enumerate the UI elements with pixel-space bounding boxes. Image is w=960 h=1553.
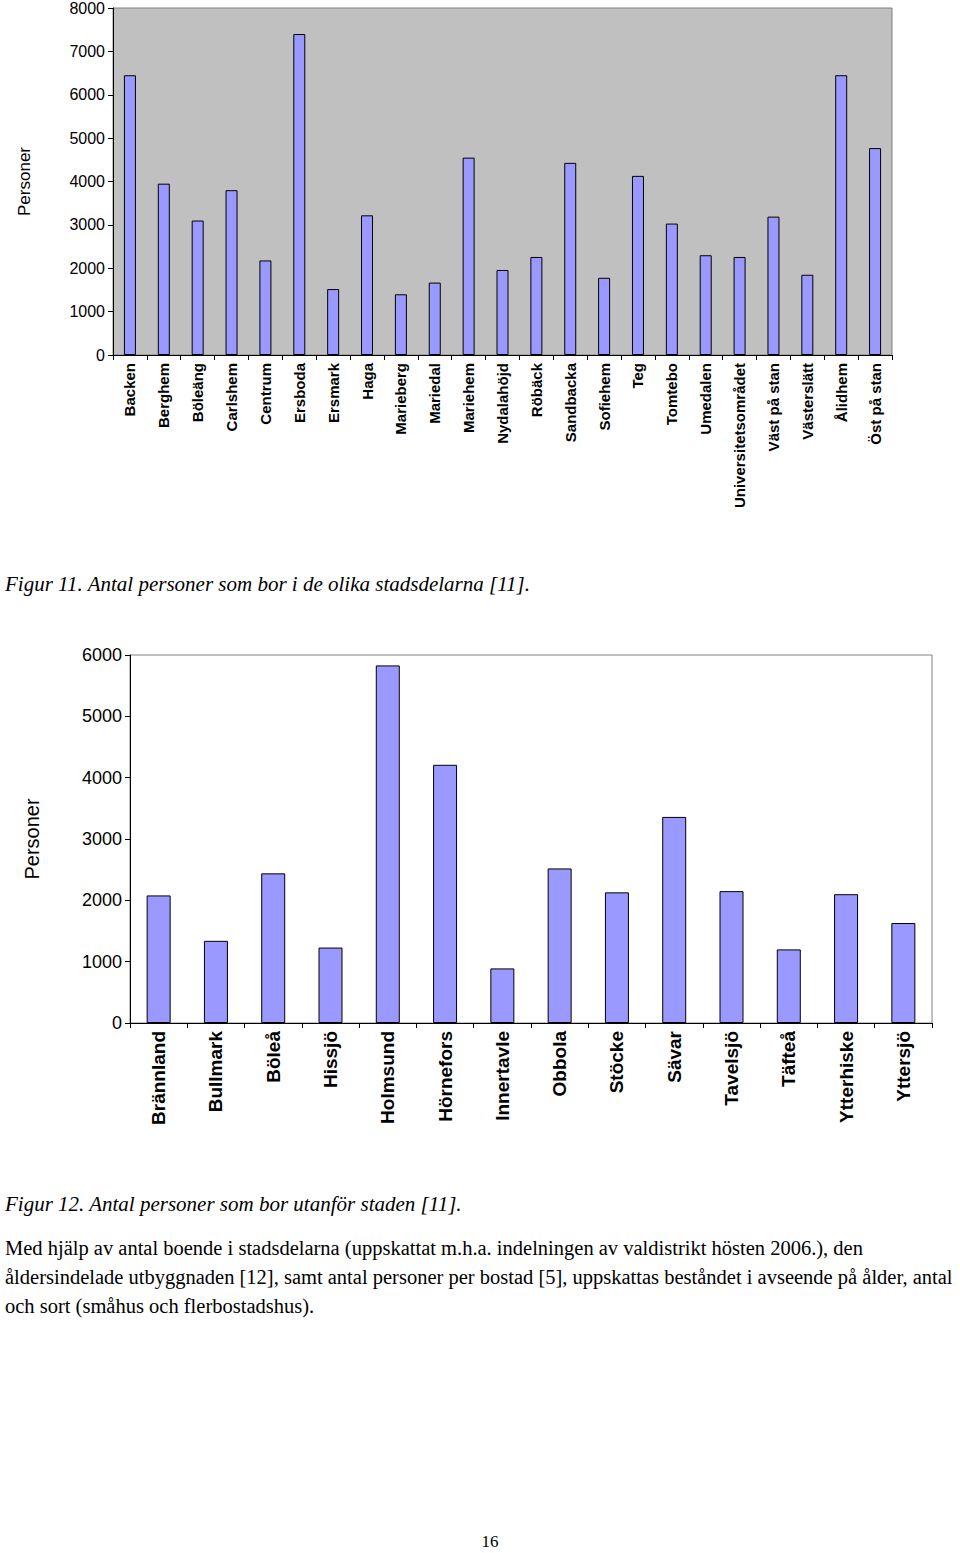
svg-text:Centrum: Centrum [257,363,274,425]
svg-text:4000: 4000 [69,173,105,190]
svg-text:Personer: Personer [15,147,34,216]
svg-text:Holmsund: Holmsund [377,1031,398,1124]
svg-text:3000: 3000 [69,216,105,233]
svg-text:Marieberg: Marieberg [392,363,409,435]
svg-text:Ytterhiske: Ytterhiske [836,1031,857,1123]
svg-text:Västerslätt: Västerslätt [799,363,816,440]
svg-text:Stöcke: Stöcke [606,1031,627,1093]
svg-text:5000: 5000 [82,706,122,726]
svg-text:Personer: Personer [21,798,43,879]
svg-text:Öst på stan: Öst på stan [867,363,884,445]
svg-text:Sandbacka: Sandbacka [562,362,579,442]
svg-text:0: 0 [112,1013,122,1033]
svg-text:Täfteå: Täfteå [778,1031,799,1087]
svg-text:6000: 6000 [69,86,105,103]
svg-text:Böleäng: Böleäng [189,363,206,422]
svg-text:2000: 2000 [82,890,122,910]
svg-text:Teg: Teg [629,363,646,389]
html-text:Figur 11. Antal personer som b: Figur 11. Antal personer som bor i de ol… [5,572,530,596]
svg-text:Backen: Backen [121,363,138,416]
svg-text:4000: 4000 [82,768,122,788]
svg-text:0: 0 [96,347,105,364]
svg-text:8000: 8000 [69,0,105,17]
svg-text:Haga: Haga [359,362,376,399]
html-text:Med hjälp av antal boende i st: Med hjälp av antal boende i stadsdelarna… [5,1237,953,1317]
svg-text:Hörnefors: Hörnefors [435,1031,456,1122]
svg-text:3000: 3000 [82,829,122,849]
svg-text:5000: 5000 [69,130,105,147]
svg-text:Ålidhem: Ålidhem [833,363,850,422]
svg-text:Brännland: Brännland [148,1031,169,1125]
svg-text:6000: 6000 [82,645,122,665]
svg-text:Tavelsjö: Tavelsjö [721,1031,742,1106]
svg-text:Böleå: Böleå [263,1031,284,1083]
svg-text:Tomtebo: Tomtebo [663,363,680,425]
svg-text:Nydalahöjd: Nydalahöjd [494,363,511,444]
svg-text:Carlshem: Carlshem [223,363,240,431]
svg-text:Röbäck: Röbäck [528,362,545,417]
svg-text:2000: 2000 [69,260,105,277]
svg-text:Innertavle: Innertavle [492,1031,513,1121]
svg-text:Sofiehem: Sofiehem [596,363,613,431]
svg-text:Sävar: Sävar [664,1030,685,1082]
svg-text:Mariehem: Mariehem [460,363,477,433]
svg-text:1000: 1000 [69,303,105,320]
svg-text:Obbola: Obbola [549,1031,570,1097]
svg-text:Umedalen: Umedalen [697,363,714,435]
svg-text:1000: 1000 [82,952,122,972]
html-text:Figur 12. Antal personer som b: Figur 12. Antal personer som bor utanför… [5,1192,462,1216]
svg-text:Hissjö: Hissjö [320,1031,341,1088]
svg-text:7000: 7000 [69,43,105,60]
svg-text:Berghem: Berghem [155,363,172,428]
svg-text:Ersboda: Ersboda [291,362,308,423]
svg-text:Universitetsområdet: Universitetsområdet [731,363,748,508]
html-text:16: 16 [481,1532,499,1551]
svg-text:Yttersjö: Yttersjö [893,1031,914,1102]
svg-text:Bullmark: Bullmark [205,1031,226,1113]
svg-text:Mariedal: Mariedal [426,363,443,424]
svg-text:Ersmark: Ersmark [325,362,342,423]
svg-text:Väst på stan: Väst på stan [765,363,782,451]
